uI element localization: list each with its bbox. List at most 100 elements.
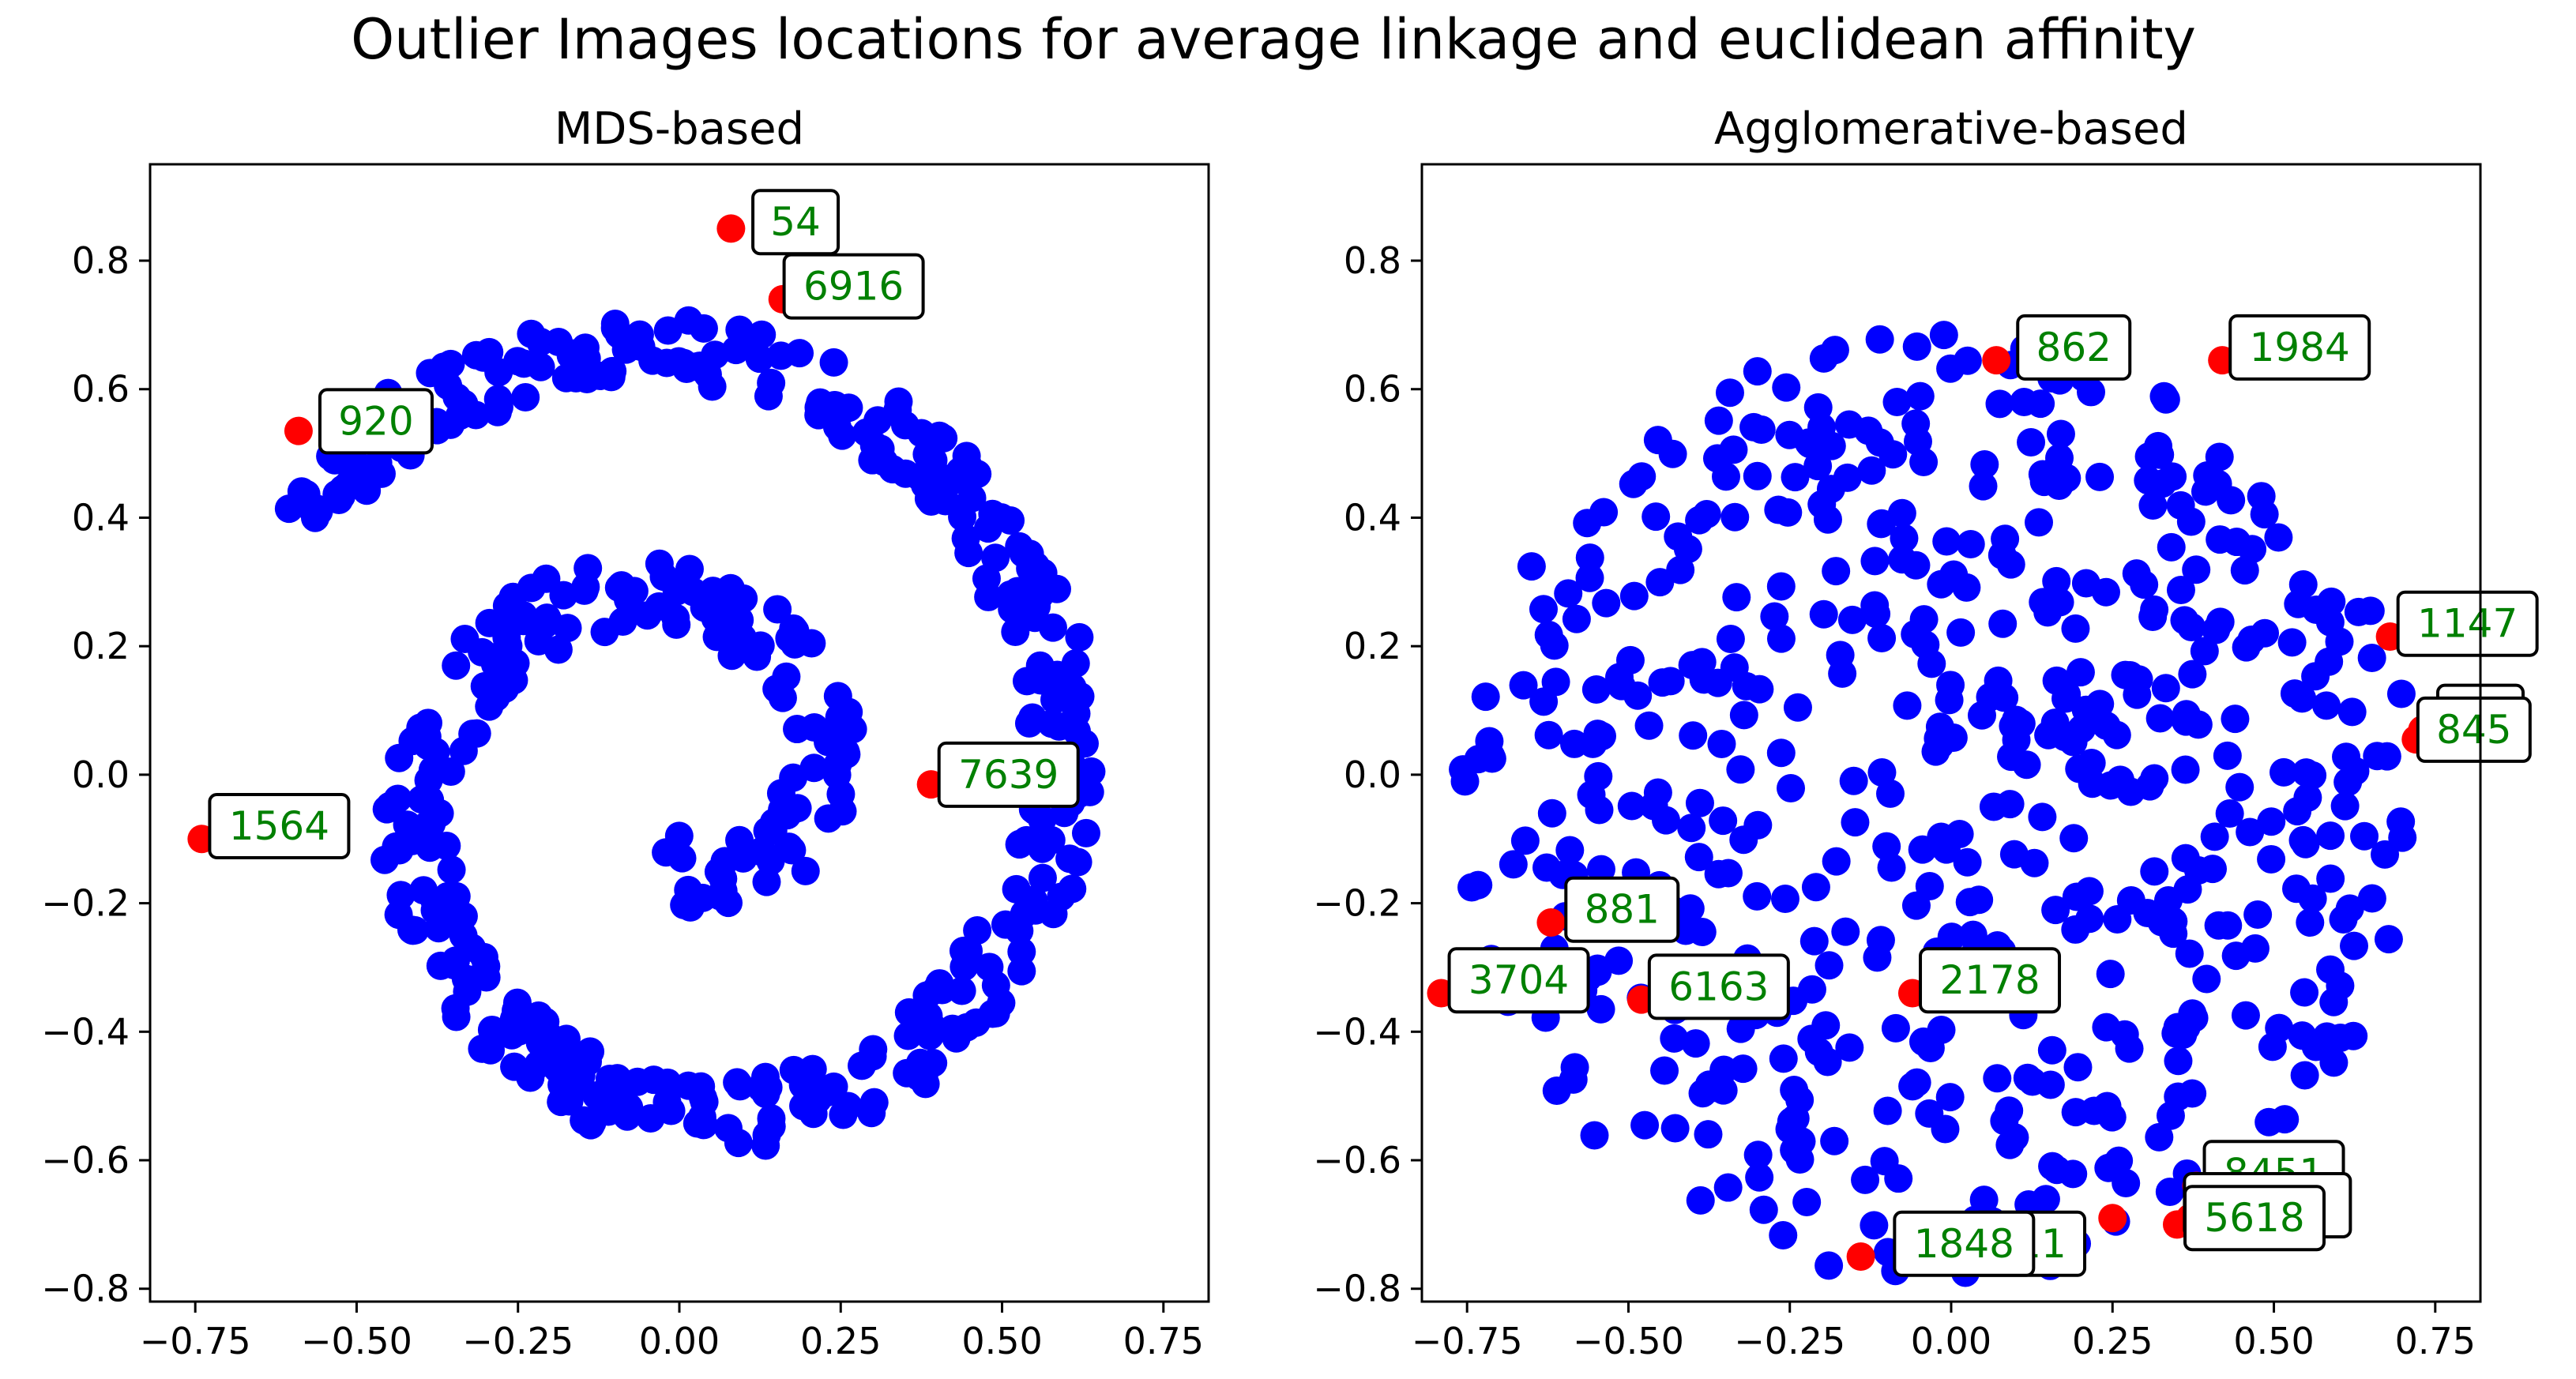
data-point	[2115, 660, 2145, 690]
data-point	[1769, 1221, 1798, 1250]
y-tick-label: −0.4	[1313, 1010, 1401, 1053]
data-point	[1554, 579, 1583, 608]
data-point	[2340, 931, 2369, 960]
data-point	[2337, 697, 2367, 727]
data-point	[2042, 1155, 2071, 1185]
data-point	[2341, 757, 2370, 786]
data-point	[526, 352, 555, 381]
data-point	[1862, 599, 1891, 629]
data-point	[2147, 907, 2176, 937]
data-point	[951, 524, 980, 553]
data-point	[449, 736, 478, 765]
data-point	[449, 901, 478, 930]
data-point	[1970, 449, 1999, 479]
data-point	[2264, 523, 2293, 552]
outlier-annotation: 6916	[782, 253, 925, 320]
data-point	[914, 1014, 943, 1043]
data-point	[517, 319, 546, 348]
data-point	[2145, 440, 2175, 469]
data-point	[687, 1103, 716, 1132]
data-point	[1694, 1120, 1723, 1149]
data-point	[1071, 818, 1100, 847]
data-point	[2330, 791, 2360, 821]
y-tick-label: −0.2	[1313, 882, 1401, 925]
data-point	[2046, 419, 2075, 449]
data-point	[613, 333, 642, 363]
data-point	[1743, 810, 1773, 840]
data-point	[2335, 894, 2364, 923]
data-point	[482, 642, 511, 671]
data-point	[1792, 1187, 1822, 1216]
data-point	[1809, 599, 1838, 629]
outlier-annotation: 5618	[2183, 1185, 2326, 1252]
data-point	[1915, 872, 1944, 901]
data-point	[1820, 1126, 1849, 1155]
data-point	[1927, 569, 1956, 599]
data-point	[1903, 427, 1932, 457]
figure-title: Outlier Images locations for average lin…	[351, 7, 2196, 72]
data-point	[791, 856, 820, 885]
data-point	[1617, 791, 1646, 821]
outlier-annotation: 7639	[937, 741, 1080, 808]
data-point	[491, 674, 520, 704]
data-point	[1841, 808, 1870, 837]
data-point	[693, 360, 722, 389]
data-point	[1679, 721, 1708, 750]
data-point	[2372, 742, 2401, 771]
data-point	[542, 1030, 571, 1059]
data-point	[1510, 826, 1540, 855]
data-point	[1834, 410, 1863, 439]
data-point	[1003, 577, 1032, 606]
data-point	[803, 1085, 833, 1114]
data-point	[2291, 829, 2320, 859]
data-point	[2065, 754, 2094, 783]
data-point	[2151, 385, 2180, 414]
data-point	[1652, 806, 1681, 835]
outlier-annotation: 54	[751, 189, 840, 256]
data-point	[1471, 682, 1500, 712]
data-point	[2288, 684, 2317, 713]
data-point	[1499, 850, 1528, 879]
annotation-box	[782, 253, 925, 320]
data-point	[468, 343, 498, 372]
data-point	[2386, 807, 2416, 836]
data-point	[600, 309, 630, 338]
data-point	[1042, 574, 1071, 603]
data-point	[1890, 524, 1919, 553]
data-point	[2173, 875, 2202, 904]
data-point	[325, 486, 354, 515]
annotation-box	[318, 388, 434, 455]
data-point	[1015, 539, 1044, 569]
data-point	[2190, 637, 2219, 666]
data-point	[1562, 604, 1591, 633]
data-point	[2316, 955, 2345, 984]
x-tick-label: −0.50	[1573, 1320, 1684, 1362]
outlier-point	[284, 416, 313, 445]
data-point	[1749, 1195, 1778, 1224]
data-point	[1766, 624, 1796, 653]
data-point	[752, 867, 781, 896]
data-point	[723, 1068, 752, 1097]
data-point	[393, 810, 422, 840]
data-point	[1537, 798, 1566, 828]
data-point	[509, 607, 538, 636]
x-tick-label: 0.25	[2072, 1320, 2153, 1362]
data-point	[483, 397, 512, 426]
data-point	[2145, 1122, 2174, 1152]
data-point	[822, 412, 852, 442]
data-point	[1656, 667, 1685, 696]
data-point	[1932, 527, 1961, 556]
annotation-box	[2228, 314, 2371, 381]
data-point	[1783, 693, 1812, 722]
data-point	[432, 832, 461, 861]
data-point	[1650, 1056, 1679, 1085]
data-point	[1063, 847, 1092, 877]
data-point	[1722, 583, 1751, 612]
data-point	[1867, 509, 1897, 538]
data-point	[1457, 873, 1487, 902]
annotation-label: 2178	[1939, 957, 2040, 1003]
data-point	[950, 953, 979, 982]
data-point	[2138, 491, 2168, 520]
data-point	[424, 914, 453, 943]
